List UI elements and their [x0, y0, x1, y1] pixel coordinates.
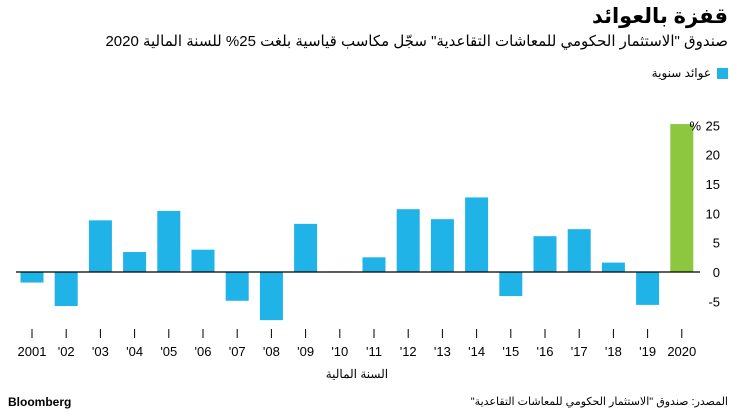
x-tick-label: '14: [468, 344, 485, 359]
x-tick-label: '13: [434, 344, 451, 359]
x-axis-title: السنة المالية: [326, 367, 388, 381]
legend-label: عوائد سنوية: [651, 66, 711, 80]
x-tick-label: '16: [537, 344, 554, 359]
legend: عوائد سنوية: [652, 66, 728, 80]
chart-title: قفزة بالعوائد: [591, 5, 728, 28]
bar: [157, 210, 181, 272]
bloomberg-logo: Bloomberg: [8, 395, 72, 409]
bar: [225, 272, 249, 301]
y-tick-label: 25: [706, 118, 720, 133]
x-tick-label: '06: [195, 344, 212, 359]
bar: [567, 229, 591, 272]
bar: [259, 272, 283, 321]
y-tick-label: 10: [706, 206, 720, 221]
y-tick-label: 0: [713, 265, 720, 280]
y-tick-label: 5: [713, 236, 720, 251]
y-unit-label: %: [689, 118, 701, 133]
x-tick-label: '02: [58, 344, 75, 359]
bar: [294, 223, 318, 272]
x-tick-label: '12: [400, 344, 417, 359]
x-tick-label: '09: [297, 344, 314, 359]
legend-swatch: [717, 67, 728, 79]
bar: [20, 272, 44, 283]
x-tick-label: '05: [160, 344, 177, 359]
bar: [191, 249, 215, 272]
x-tick-label: '19: [639, 344, 656, 359]
y-tick-label: 15: [706, 177, 720, 192]
bar: [465, 197, 489, 272]
x-tick-label: '07: [229, 344, 246, 359]
bar: [430, 219, 454, 272]
bar: [670, 124, 694, 273]
bar: [396, 209, 420, 272]
x-tick-label: '17: [571, 344, 588, 359]
x-tick-label: '11: [366, 344, 382, 359]
x-tick-label: '03: [92, 344, 109, 359]
bar: [88, 220, 112, 272]
bar: [54, 272, 78, 307]
x-tick-label: 2020: [667, 344, 696, 359]
bar: [123, 252, 147, 272]
bar: [601, 262, 625, 272]
x-tick-label: '08: [263, 344, 280, 359]
bar: [499, 272, 523, 297]
x-tick-label: '15: [502, 344, 519, 359]
bar: [533, 236, 557, 272]
x-tick-label: '10: [331, 344, 348, 359]
x-tick-label: '04: [126, 344, 143, 359]
source-note: المصدر: صندوق "الاستثمار الحكومي للمعاشا…: [470, 396, 728, 408]
chart-subtitle: صندوق "الاستثمار الحكومي للمعاشات التقاع…: [105, 33, 728, 50]
x-tick-label: 2001: [18, 344, 47, 359]
bar: [636, 272, 660, 305]
x-tick-label: '18: [605, 344, 622, 359]
y-tick-label: -5: [708, 294, 720, 309]
bar: [362, 257, 386, 272]
y-tick-label: 20: [706, 148, 720, 163]
